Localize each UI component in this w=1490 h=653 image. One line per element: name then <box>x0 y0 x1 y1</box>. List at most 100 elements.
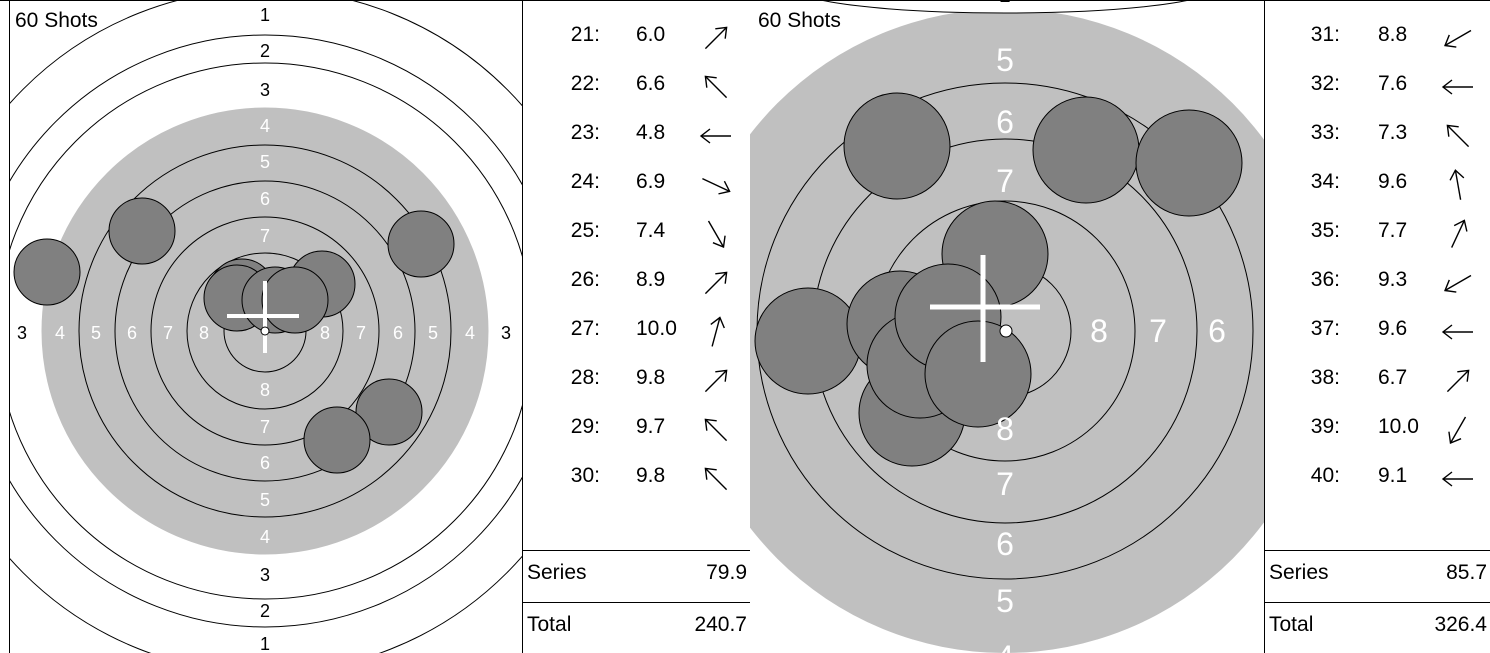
arrow-up-left-icon <box>698 412 734 448</box>
shot-number: 30: <box>570 464 600 487</box>
right-center-dot <box>999 324 1013 338</box>
right-shot-list: 31: 8.8 32: 7.6 33: 7.3 34: 9.6 35: 7.7 36: 9.3 37: 9… <box>1264 0 1490 653</box>
arrow-up-right-steep-icon <box>1440 216 1476 252</box>
left-label-bottom-1: 1 <box>260 634 270 653</box>
shot-number: 26: <box>570 268 600 291</box>
shot-number: 28: <box>570 366 600 389</box>
left-crosshair <box>227 281 299 353</box>
right-label-bottom-4: 4 <box>996 639 1014 653</box>
left-target-panel: 1 2 3 4 5 6 7 8 7 6 5 4 3 2 1 3 4 5 6 7 … <box>9 0 523 653</box>
top-border <box>0 0 1490 1</box>
shot-score: 7.7 <box>1378 219 1408 242</box>
shot-row: 22: 6.6 <box>523 59 750 109</box>
right-label-top-5: 5 <box>996 42 1014 78</box>
shot-score: 6.6 <box>636 72 666 95</box>
right-label-bottom-8: 8 <box>996 411 1014 447</box>
shot-number: 34: <box>1310 170 1340 193</box>
arrow-up-left-icon <box>698 461 734 497</box>
right-ring-labels: 2 5 6 7 8 7 6 8 7 6 5 4 <box>996 0 1226 653</box>
left-total-value: 240.7 <box>694 613 747 636</box>
left-label-left-5: 5 <box>91 323 101 343</box>
arrow-up-right-icon <box>698 265 734 301</box>
shot-row: 27: 10.0 <box>523 304 750 354</box>
shot-number: 21: <box>570 23 600 46</box>
shot-score: 7.6 <box>1378 72 1408 95</box>
right-label-bottom-6: 6 <box>996 526 1014 562</box>
right-total-row: Total 326.4 <box>1265 602 1490 653</box>
left-label-top-1: 1 <box>260 5 270 25</box>
left-center-dot <box>260 326 270 336</box>
left-label-top-4: 4 <box>260 116 270 136</box>
right-label-right-6: 6 <box>1208 313 1226 349</box>
shot-row: 21: 6.0 <box>523 10 750 60</box>
right-crosshair <box>930 255 1040 362</box>
arrow-up-right-icon <box>698 363 734 399</box>
left-label-left-6: 6 <box>127 323 137 343</box>
right-label-top-2: 2 <box>999 0 1010 7</box>
shot-row: 34: 9.6 <box>1265 157 1490 207</box>
left-label-top-2: 2 <box>260 41 270 61</box>
left-label-bottom-5: 5 <box>260 490 270 510</box>
left-shot-list: 21: 6.0 22: 6.6 23: 4.8 24: 6.9 25: 7.4 26: 8.9 27: 1… <box>522 0 751 653</box>
shot-number: 39: <box>1310 415 1340 438</box>
arrow-up-icon <box>1440 167 1476 203</box>
right-target-panel: 2 5 6 7 8 7 6 8 7 6 5 4 60 Shots <box>750 0 1264 653</box>
right-shot-group <box>754 92 1243 467</box>
shot-score: 9.3 <box>1378 268 1408 291</box>
shot-number: 40: <box>1310 464 1340 487</box>
left-total-label: Total <box>527 613 572 636</box>
left-label-left-7: 7 <box>163 323 173 343</box>
left-label-top-5: 5 <box>260 152 270 172</box>
shot-score: 9.1 <box>1378 464 1408 487</box>
arrow-left-icon <box>1440 314 1476 350</box>
shot-number: 32: <box>1310 72 1340 95</box>
right-series-row: Series 85.7 <box>1265 550 1490 601</box>
arrow-left-icon <box>1440 69 1476 105</box>
shot-number: 37: <box>1310 317 1340 340</box>
shot-row: 35: 7.7 <box>1265 206 1490 256</box>
left-ring-labels: 1 2 3 4 5 6 7 8 7 6 5 4 3 2 1 3 4 5 6 7 … <box>17 5 511 653</box>
shot-score: 6.0 <box>636 23 666 46</box>
left-label-bottom-6: 6 <box>260 453 270 473</box>
left-border <box>9 0 10 653</box>
shot-score: 6.7 <box>1378 366 1408 389</box>
shot-score: 10.0 <box>1378 415 1419 438</box>
shot-row: 24: 6.9 <box>523 157 750 207</box>
left-label-bottom-3: 3 <box>260 565 270 585</box>
shot-score: 9.8 <box>636 464 666 487</box>
shot-score: 9.6 <box>1378 317 1408 340</box>
left-label-left-4: 4 <box>55 323 65 343</box>
right-label-bottom-5: 5 <box>996 583 1014 619</box>
right-total-value: 326.4 <box>1434 613 1487 636</box>
left-label-bottom-8: 8 <box>260 380 270 400</box>
left-total-row: Total 240.7 <box>523 602 750 653</box>
shot-number: 29: <box>570 415 600 438</box>
right-label-right-7: 7 <box>1149 313 1167 349</box>
shot-number: 24: <box>570 170 600 193</box>
shot-row: 32: 7.6 <box>1265 59 1490 109</box>
left-series-row: Series 79.9 <box>523 550 750 601</box>
right-label-top-7: 7 <box>996 163 1014 199</box>
shot-score: 7.4 <box>636 219 666 242</box>
shot-score: 4.8 <box>636 121 666 144</box>
arrow-down-left-icon <box>1440 265 1476 301</box>
shot-row: 39: 10.0 <box>1265 402 1490 452</box>
arrow-left-icon <box>1440 461 1476 497</box>
shot-row: 29: 9.7 <box>523 402 750 452</box>
left-label-right-6: 6 <box>393 323 403 343</box>
shot-row: 33: 7.3 <box>1265 108 1490 158</box>
left-label-bottom-2: 2 <box>260 601 270 621</box>
left-outer-rings <box>9 0 523 653</box>
right-label-top-6: 6 <box>996 104 1014 140</box>
arrow-up-left-icon <box>1440 118 1476 154</box>
shot-score: 6.9 <box>636 170 666 193</box>
left-target-title: 60 Shots <box>15 9 98 32</box>
arrow-left-icon <box>698 118 734 154</box>
shot-row: 23: 4.8 <box>523 108 750 158</box>
left-series-label: Series <box>527 561 587 584</box>
shot-number: 38: <box>1310 366 1340 389</box>
shot-row: 36: 9.3 <box>1265 255 1490 305</box>
shot-row: 26: 8.9 <box>523 255 750 305</box>
shot-row: 31: 8.8 <box>1265 10 1490 60</box>
shot-number: 23: <box>570 121 600 144</box>
